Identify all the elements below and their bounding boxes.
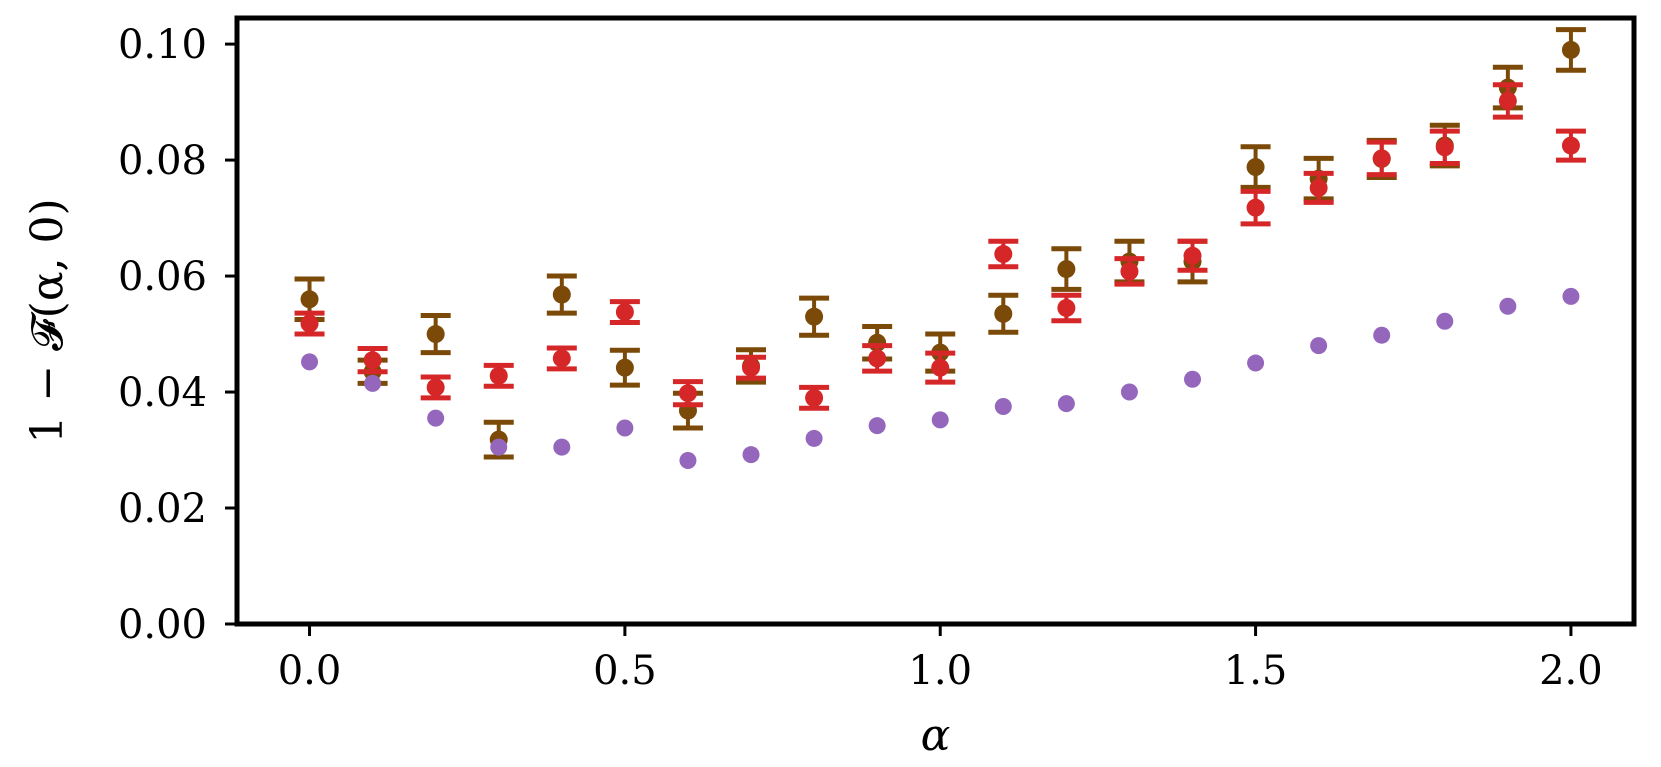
y-tick-label: 0.10 bbox=[118, 22, 207, 68]
data-point bbox=[994, 398, 1012, 416]
data-point bbox=[1436, 312, 1454, 330]
y-tick-label: 0.02 bbox=[118, 486, 207, 532]
data-point bbox=[552, 349, 571, 368]
data-point bbox=[1184, 370, 1202, 388]
data-point bbox=[616, 419, 634, 437]
data-point bbox=[868, 349, 887, 368]
data-point bbox=[805, 429, 823, 447]
data-point bbox=[678, 384, 697, 403]
x-axis-label: α bbox=[921, 710, 951, 761]
data-point bbox=[994, 304, 1013, 323]
x-tick-label: 1.5 bbox=[1224, 648, 1288, 694]
data-point bbox=[1372, 149, 1391, 168]
y-axis-label: 1 − 𝓕(α, 0) bbox=[22, 198, 73, 443]
x-tick-label: 0.0 bbox=[278, 648, 342, 694]
data-point bbox=[1499, 297, 1517, 315]
data-point bbox=[1435, 138, 1454, 157]
y-tick-label: 0.00 bbox=[118, 602, 207, 648]
data-point bbox=[426, 325, 445, 344]
data-point bbox=[426, 378, 445, 397]
data-point bbox=[490, 438, 508, 456]
data-point bbox=[1309, 178, 1328, 197]
y-tick-label: 0.04 bbox=[118, 370, 207, 416]
data-point bbox=[931, 358, 950, 377]
data-point bbox=[679, 451, 697, 469]
data-point bbox=[553, 438, 571, 456]
data-point bbox=[931, 411, 949, 429]
data-point bbox=[1057, 395, 1075, 413]
x-tick-label: 0.5 bbox=[593, 648, 657, 694]
data-point bbox=[1373, 326, 1391, 344]
data-point bbox=[994, 245, 1013, 264]
data-point bbox=[1562, 287, 1580, 305]
data-point bbox=[301, 353, 319, 371]
x-tick-label: 1.0 bbox=[908, 648, 972, 694]
x-tick-label: 2.0 bbox=[1539, 648, 1603, 694]
data-point bbox=[1561, 40, 1580, 59]
chart-marks bbox=[294, 27, 1586, 469]
data-point bbox=[1120, 262, 1139, 281]
data-point bbox=[805, 307, 824, 326]
axis-ticks: 0.0 0.5 1.0 1.5 2.0 0.00 0.02 0.04 0.06 0.08 0.10 bbox=[118, 22, 1603, 694]
y-tick-label: 0.08 bbox=[118, 138, 207, 184]
data-point bbox=[300, 314, 319, 333]
data-point bbox=[363, 351, 382, 370]
data-point bbox=[1057, 298, 1076, 317]
data-point bbox=[1120, 383, 1138, 401]
data-point bbox=[1246, 198, 1265, 217]
data-point bbox=[1498, 91, 1517, 110]
data-point bbox=[1183, 246, 1202, 265]
data-point bbox=[1246, 158, 1265, 177]
data-point bbox=[742, 446, 760, 464]
data-point bbox=[1057, 260, 1076, 279]
data-point bbox=[1310, 337, 1328, 355]
data-point bbox=[615, 303, 634, 322]
data-point bbox=[742, 358, 761, 377]
data-point bbox=[1561, 136, 1580, 155]
data-point bbox=[364, 374, 382, 392]
data-point bbox=[300, 290, 319, 309]
data-point bbox=[552, 285, 571, 304]
series-2 bbox=[301, 287, 1580, 469]
data-point bbox=[805, 388, 824, 407]
y-tick-label: 0.06 bbox=[118, 254, 207, 300]
data-point bbox=[427, 409, 445, 427]
series-0 bbox=[294, 27, 1586, 460]
data-point bbox=[615, 358, 634, 377]
data-point bbox=[489, 366, 508, 385]
data-point bbox=[868, 417, 886, 435]
plot-frame bbox=[234, 15, 1637, 627]
series-1 bbox=[294, 82, 1586, 411]
data-point bbox=[1247, 354, 1265, 372]
